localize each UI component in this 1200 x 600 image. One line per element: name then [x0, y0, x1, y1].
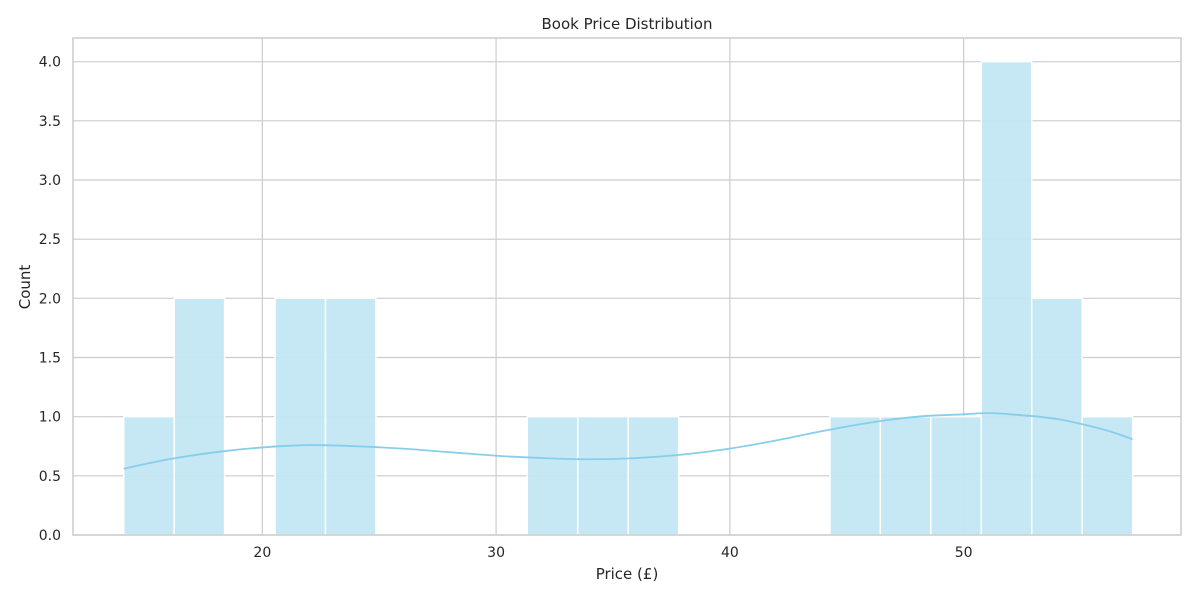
y-tick-label: 3.5 [39, 114, 61, 130]
x-tick-label: 30 [487, 545, 505, 561]
chart-title: Book Price Distribution [542, 15, 713, 33]
histogram-bar [576, 415, 629, 536]
kde-line [123, 412, 1133, 470]
histogram-bar [627, 415, 680, 536]
histogram-bar [173, 297, 226, 536]
x-tick-label: 20 [253, 545, 271, 561]
histogram-bar [324, 297, 377, 536]
histogram-bar [526, 415, 579, 536]
x-axis-title: Price (£) [596, 565, 659, 583]
histogram-bar [980, 60, 1033, 536]
histogram-bar [274, 297, 327, 536]
y-tick-label: 0.0 [39, 528, 61, 544]
histogram-bar [829, 415, 882, 536]
histogram-bar [930, 415, 983, 536]
tick-labels: 0.0 0.5 1.0 1.5 2.0 2.5 3.0 3.5 4.0 20 30 40 50 [39, 55, 973, 561]
x-tick-label: 40 [721, 545, 739, 561]
y-tick-label: 1.5 [39, 351, 61, 367]
histogram-bar [1081, 415, 1134, 536]
y-tick-label: 4.0 [39, 55, 61, 71]
y-axis-title: Count [16, 265, 34, 310]
histogram-bars [122, 60, 1134, 536]
y-tick-label: 2.0 [39, 291, 61, 307]
y-tick-label: 2.5 [39, 232, 61, 248]
plot-frame [72, 37, 1182, 536]
x-tick-label: 50 [955, 545, 973, 561]
y-tick-label: 1.0 [39, 410, 61, 426]
y-tick-label: 0.5 [39, 469, 61, 485]
kde-curve [123, 412, 1133, 470]
histogram-bar [122, 415, 175, 536]
y-tick-label: 3.0 [39, 173, 61, 189]
histogram-bar [879, 415, 932, 536]
